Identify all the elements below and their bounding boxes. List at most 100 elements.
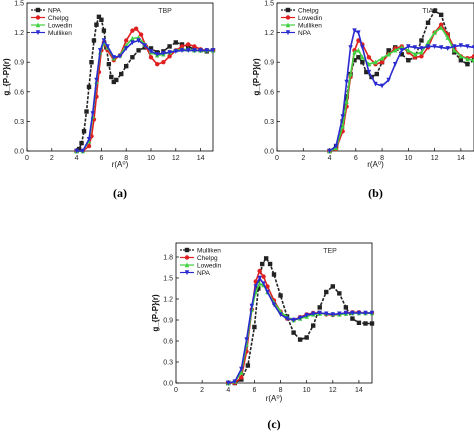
y-tick-label: 0.9: [14, 60, 24, 67]
data-point: [291, 330, 296, 335]
data-point: [161, 51, 166, 56]
data-point: [406, 47, 411, 53]
series-npa: [226, 275, 375, 386]
legend-swatch-marker: [285, 22, 291, 28]
data-point: [471, 57, 474, 63]
data-point: [337, 291, 342, 296]
data-point: [330, 312, 335, 317]
data-point: [465, 56, 470, 62]
data-point: [304, 312, 309, 318]
y-axis-label: g_{P-P}(r): [2, 58, 11, 96]
data-point: [458, 53, 464, 59]
series-mulliken: [327, 25, 474, 154]
data-point: [438, 45, 444, 50]
legend-label: Chelpg: [197, 255, 218, 262]
data-point: [393, 61, 398, 67]
data-point: [352, 49, 357, 55]
data-point: [393, 47, 398, 53]
inset-title: TEP: [323, 248, 337, 255]
data-point: [352, 58, 357, 63]
data-point: [465, 44, 470, 50]
data-point: [406, 58, 411, 63]
x-tick-label: 0: [174, 387, 178, 394]
data-point: [263, 256, 269, 261]
data-point: [257, 281, 262, 286]
data-point: [101, 28, 107, 33]
y-tick-label: 1.5: [264, 1, 274, 8]
x-tick-label: 4: [328, 155, 332, 162]
data-point: [352, 28, 357, 34]
legend-label: Mulliken: [298, 22, 322, 29]
x-tick-label: 6: [354, 155, 358, 162]
legend-label: Lowedin: [298, 15, 323, 22]
data-point: [84, 109, 89, 114]
x-tick-label: 4: [75, 155, 79, 162]
data-point: [173, 49, 178, 54]
data-point: [419, 54, 424, 59]
data-point: [111, 79, 116, 85]
data-point: [260, 261, 265, 267]
data-point: [114, 77, 119, 83]
x-tick-label: 14: [197, 155, 205, 162]
legend-swatch-marker: [35, 15, 41, 20]
data-point: [379, 60, 385, 65]
data-point: [458, 58, 464, 63]
y-tick-label: 0.3: [163, 360, 173, 367]
data-point: [317, 305, 322, 310]
legend-label: NPA: [197, 270, 211, 277]
data-point: [471, 45, 474, 50]
legend-swatch-marker: [35, 22, 41, 28]
x-tick-label: 0: [25, 155, 29, 162]
data-point: [136, 48, 141, 53]
data-point: [99, 17, 104, 22]
data-point: [136, 38, 141, 44]
legend-swatch-marker: [184, 262, 190, 268]
data-point: [148, 55, 154, 60]
y-tick-label: 1.8: [163, 255, 173, 262]
data-point: [412, 51, 418, 57]
y-tick-label: 0.0: [14, 149, 24, 156]
data-point: [406, 44, 411, 50]
data-point: [86, 143, 92, 149]
x-tick-label: 10: [303, 387, 311, 394]
legend-swatch-marker: [285, 15, 291, 20]
data-point: [119, 71, 124, 77]
data-point: [133, 26, 139, 31]
data-point: [142, 43, 147, 49]
data-point: [86, 136, 92, 142]
data-point: [86, 84, 92, 90]
legend-label: Mulliken: [48, 30, 72, 37]
legend-label: Lowedin: [48, 22, 73, 29]
y-tick-label: 0.9: [264, 60, 274, 67]
data-point: [210, 48, 216, 53]
panel-c: 0 2 4 6 8 10 12 14 0.0 0.3 0.6 0.9 1.2 1.5 1.8 r(A⁰) g_{…: [151, 242, 375, 431]
data-point: [148, 49, 154, 54]
series-line: [329, 10, 474, 152]
data-point: [239, 375, 244, 380]
y-tick-label: 1.2: [163, 297, 173, 304]
data-point: [327, 148, 332, 154]
data-point: [311, 311, 316, 317]
y-tick-label: 0.6: [163, 339, 173, 346]
data-point: [148, 46, 154, 51]
series-npa: [327, 28, 474, 154]
data-point: [343, 305, 349, 310]
data-point: [186, 48, 191, 53]
data-point: [330, 284, 335, 289]
data-point: [445, 34, 450, 40]
data-point: [79, 140, 84, 146]
legend-swatch-marker: [35, 30, 41, 36]
data-point: [425, 44, 431, 50]
data-point: [76, 146, 82, 152]
legend-swatch-marker: [285, 30, 291, 36]
data-point: [96, 14, 102, 20]
series-mulliken: [226, 256, 375, 386]
x-tick-label: 12: [329, 387, 337, 394]
data-point: [94, 77, 99, 83]
data-point: [167, 50, 172, 55]
data-point: [445, 46, 450, 51]
